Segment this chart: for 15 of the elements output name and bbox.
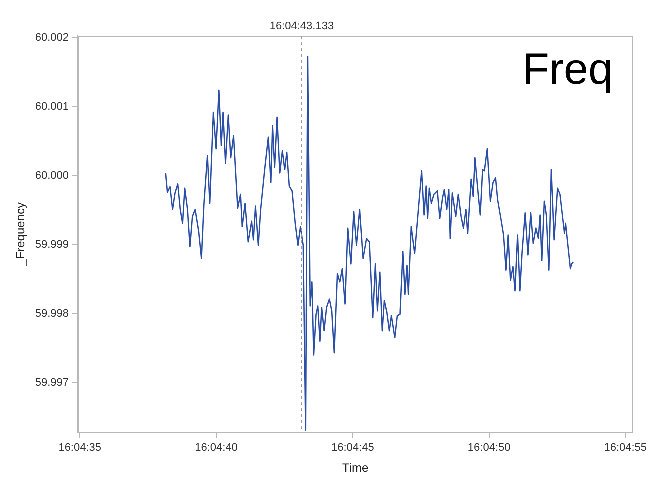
x-tick-label: 16:04:40 — [195, 442, 238, 454]
y-tick-label: 59.998 — [35, 308, 70, 320]
x-axis-title: Time — [342, 461, 369, 476]
x-tick-label: 16:04:55 — [604, 442, 648, 454]
y-tick-label: 59.999 — [35, 238, 70, 251]
y-axis-title: _Frequency — [14, 202, 28, 267]
x-tick-label: 16:04:50 — [468, 442, 511, 454]
y-tick-label: 60.002 — [35, 32, 70, 44]
y-tick-label: 60.001 — [35, 101, 70, 114]
annotation: Freq — [522, 45, 613, 94]
x-tick-label: 16:04:45 — [332, 442, 374, 454]
y-tick-label: 59.997 — [35, 376, 70, 389]
x-tick-label: 16:04:35 — [58, 442, 102, 454]
ref-line-label: 16:04:43.133 — [270, 20, 334, 33]
y-tick-label: 60.000 — [35, 170, 70, 182]
